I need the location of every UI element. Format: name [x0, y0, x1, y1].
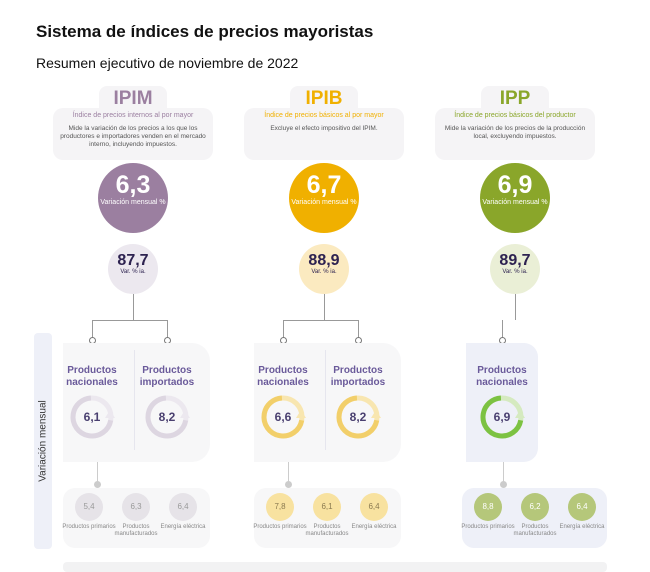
ipib-monthly-label: Variación mensual % — [291, 199, 357, 206]
page-subtitle: Resumen ejecutivo de noviembre de 2022 — [36, 55, 299, 71]
ipib-product-ring-icon — [336, 395, 381, 439]
ipim-name: Índice de precios internos al por mayor — [72, 112, 194, 119]
ipim-breakdown-label: Productos primarios — [62, 524, 116, 530]
ipib-tab: IPIB — [290, 86, 358, 112]
ipim-description-box: Índice de precios internos al por mayor M… — [53, 108, 213, 160]
ipim-products-panel — [63, 343, 210, 462]
side-label: Variación mensual — [37, 400, 49, 482]
ipim-product-label: Productos importados — [139, 365, 195, 388]
ipib-name: Índice de precios básicos al por mayor — [264, 112, 384, 119]
ipim-breakdown-connector — [97, 462, 98, 482]
ipim-product-label: Productos nacionales — [66, 365, 118, 388]
ipim-breakdown-circle: 6,4 — [169, 493, 197, 521]
ipp-breakdown-circle: 6,4 — [568, 493, 596, 521]
ipp-breakdown-label: Productos primarios — [461, 524, 515, 530]
ipp-name: Índice de precios básicos del productor — [454, 112, 576, 119]
ipim-monthly-value: 6,3 — [115, 171, 151, 199]
ipib-branch-drop — [358, 320, 359, 338]
ipim-breakdown-label: Productos manufacturados — [114, 524, 158, 537]
ipp-breakdown-circle: 6,2 — [521, 493, 549, 521]
ipim-branch-drop — [92, 320, 93, 338]
ipp-products-panel — [466, 343, 538, 462]
ipim-monthly-circle: 6,3 Variación mensual % — [98, 163, 168, 233]
ipp-breakdown-label: Productos manufacturados — [513, 524, 557, 537]
ipim-breakdown-label: Energía eléctrica — [160, 524, 206, 530]
ipib-breakdown-circle: 7,8 — [266, 493, 294, 521]
ipib-yearly-value: 88,9 — [308, 252, 340, 269]
ipim-connector — [133, 294, 134, 320]
ipib-product-value: 8,2 — [349, 410, 367, 424]
ipp-tab: IPP — [481, 86, 549, 112]
ipim-panel-divider — [134, 350, 135, 450]
ipp-yearly-value: 89,7 — [499, 252, 531, 269]
ipib-description: Excluye el efecto impositivo del IPIM. — [270, 125, 378, 132]
ipp-breakdown-circle: 8,8 — [474, 493, 502, 521]
ipib-breakdown-circle: 6,1 — [313, 493, 341, 521]
ipp-breakdown-connector — [503, 462, 504, 482]
ipp-description-box: Índice de precios básicos del productor M… — [435, 108, 595, 160]
ipib-monthly-value: 6,7 — [306, 171, 342, 199]
ipim-tab: IPIM — [99, 86, 167, 112]
page-title: Sistema de índices de precios mayoristas — [36, 22, 374, 41]
ipp-connector — [515, 294, 516, 320]
ipib-description-box: Índice de precios básicos al por mayor Ex… — [244, 108, 404, 160]
ipib-breakdown-circle: 6,4 — [360, 493, 388, 521]
ipim-product-value: 6,1 — [83, 410, 101, 424]
ipp-yearly-label: Var. % ia. — [502, 269, 528, 275]
ipim-yearly-label: Var. % ia. — [120, 269, 146, 275]
ipib-breakdown-label: Energía eléctrica — [351, 524, 397, 530]
ipib-breakdown-label: Productos primarios — [253, 524, 307, 530]
ipib-product-label: Productos importados — [330, 365, 386, 388]
ipp-yearly-circle: 89,7 Var. % ia. — [490, 244, 540, 294]
ipib-products-panel — [254, 343, 401, 462]
bottom-bar — [63, 562, 607, 572]
ipib-breakdown-label: Productos manufacturados — [305, 524, 349, 537]
ipib-product-label: Productos nacionales — [257, 365, 309, 388]
ipp-monthly-label: Variación mensual % — [482, 199, 548, 206]
ipp-product-ring-icon — [480, 395, 525, 439]
ipib-yearly-label: Var. % ia. — [311, 269, 337, 275]
ipim-yearly-circle: 87,7 Var. % ia. — [108, 244, 158, 294]
ipib-product-ring-icon — [261, 395, 306, 439]
ipib-breakdown-node — [285, 481, 292, 488]
ipib-breakdown-connector — [288, 462, 289, 482]
ipim-breakdown-circle: 5,4 — [75, 493, 103, 521]
ipp-product-value: 6,9 — [493, 410, 511, 424]
ipp-breakdown-node — [500, 481, 507, 488]
ipp-product-label: Productos nacionales — [476, 365, 528, 388]
ipim-description: Mide la variación de los precios a los q… — [60, 125, 206, 148]
ipib-product-value: 6,6 — [274, 410, 292, 424]
ipim-monthly-label: Variación mensual % — [100, 199, 166, 206]
ipim-branch-drop — [167, 320, 168, 338]
ipib-panel-divider — [325, 350, 326, 450]
ipim-product-ring-icon — [70, 395, 115, 439]
ipim-breakdown-circle: 6,3 — [122, 493, 150, 521]
ipim-breakdown-node — [94, 481, 101, 488]
ipp-monthly-value: 6,9 — [497, 171, 533, 199]
ipp-monthly-circle: 6,9 Variación mensual % — [480, 163, 550, 233]
ipib-branch-drop — [283, 320, 284, 338]
side-label-box: Variación mensual — [34, 333, 52, 549]
ipim-branch — [92, 320, 167, 321]
ipp-branch-drop — [502, 320, 503, 338]
ipp-breakdown-label: Energía eléctrica — [559, 524, 605, 530]
ipib-yearly-circle: 88,9 Var. % ia. — [299, 244, 349, 294]
ipib-connector — [324, 294, 325, 320]
ipib-monthly-circle: 6,7 Variación mensual % — [289, 163, 359, 233]
ipim-product-ring-icon — [145, 395, 190, 439]
ipib-branch — [283, 320, 358, 321]
ipim-product-value: 8,2 — [158, 410, 176, 424]
ipim-yearly-value: 87,7 — [117, 252, 149, 269]
ipp-description: Mide la variación de los precios de la p… — [444, 125, 586, 140]
